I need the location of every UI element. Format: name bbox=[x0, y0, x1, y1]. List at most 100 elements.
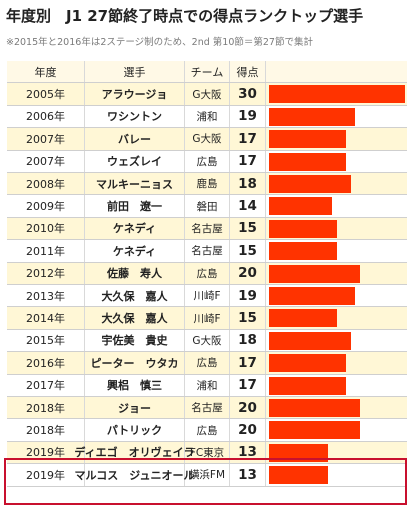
table-row: 2010年 ケネディ 名古屋 15 bbox=[7, 217, 407, 241]
year-cell: 2012年 bbox=[7, 262, 85, 284]
year-cell: 2009年 bbox=[7, 195, 85, 217]
header-year: 年度 bbox=[7, 61, 85, 83]
goals-bar bbox=[269, 466, 328, 485]
goals-bar bbox=[269, 219, 337, 238]
year-cell: 2019年 bbox=[7, 441, 85, 464]
team-cell: 広島 bbox=[185, 419, 230, 441]
ranking-table: 年度 選手 チーム 得点 2005年 アラウージョ G大阪 30 2006年 ワシントン浦… bbox=[7, 61, 407, 506]
goals-bar bbox=[269, 443, 328, 462]
team-cell: 広島 bbox=[185, 262, 230, 284]
year-cell: 2006年 bbox=[7, 105, 85, 128]
goals-bar bbox=[269, 287, 356, 305]
year-cell: 2007年 bbox=[7, 150, 85, 172]
goals-bar bbox=[269, 242, 337, 261]
table-row: 2016年 ピーター ウタカ 広島 17 bbox=[7, 352, 407, 375]
team-cell: 鹿島 bbox=[185, 173, 230, 195]
player-cell: 前田 遼一 bbox=[85, 195, 185, 217]
team-cell: 広島 bbox=[185, 150, 230, 172]
team-cell: 名古屋 bbox=[185, 240, 230, 262]
goals-bar bbox=[269, 421, 360, 440]
goals-cell: 19 bbox=[230, 285, 266, 307]
player-cell: ケネディ bbox=[85, 217, 185, 240]
table-row: 2007年 バレー G大阪 17 bbox=[7, 128, 407, 151]
year-cell: 2017年 bbox=[7, 374, 85, 396]
year-cell: 2018年 bbox=[7, 419, 85, 441]
goals-cell: 15 bbox=[230, 217, 266, 240]
player-cell: マルコス ジュニオール bbox=[75, 464, 195, 486]
goals-cell: 17 bbox=[230, 352, 266, 374]
goals-cell: 30 bbox=[230, 83, 266, 105]
player-cell: ケネディ bbox=[85, 240, 185, 262]
year-cell: 2007年 bbox=[7, 128, 85, 150]
goals-cell: 15 bbox=[230, 240, 266, 262]
player-cell: マルキーニョス bbox=[85, 173, 185, 195]
goals-bar bbox=[269, 354, 347, 373]
goals-cell: 20 bbox=[230, 262, 266, 284]
goals-bar bbox=[269, 152, 347, 171]
year-cell: 2010年 bbox=[7, 217, 85, 240]
year-cell: 2018年 bbox=[7, 397, 85, 419]
table-row: 2008年 マルキーニョス 鹿島 18 bbox=[7, 173, 407, 196]
table-row: 2017年 興梠 慎三 浦和 17 bbox=[7, 374, 407, 397]
table-row: 2015年 宇佐美 貴史 G大阪 18 bbox=[7, 329, 407, 353]
goals-cell: 19 bbox=[230, 105, 266, 128]
player-cell: 大久保 嘉人 bbox=[85, 307, 185, 329]
team-cell: 浦和 bbox=[185, 105, 230, 128]
year-cell: 2016年 bbox=[7, 352, 85, 374]
team-cell: G大阪 bbox=[185, 128, 230, 150]
table-row: 2014年 大久保 嘉人 川崎F 15 bbox=[7, 307, 407, 330]
team-cell: 名古屋 bbox=[185, 397, 230, 419]
table-row: 2013年 大久保 嘉人 川崎F 19 bbox=[7, 285, 407, 308]
goals-cell: 15 bbox=[230, 307, 266, 329]
table-row: 2007年 ウェズレイ 広島 17 bbox=[7, 150, 407, 173]
year-cell: 2014年 bbox=[7, 307, 85, 329]
player-cell: 大久保 嘉人 bbox=[85, 285, 185, 307]
player-cell: 佐藤 寿人 bbox=[85, 262, 185, 284]
goals-cell: 17 bbox=[230, 150, 266, 172]
player-cell: 宇佐美 貴史 bbox=[85, 329, 185, 352]
goals-cell: 17 bbox=[230, 374, 266, 396]
goals-bar bbox=[269, 197, 333, 216]
table-row: 2019年 マルコス ジュニオール 横浜FM 13 bbox=[7, 464, 407, 487]
goals-bar bbox=[269, 130, 347, 149]
table-row: 2018年 パトリック 広島 20 bbox=[7, 419, 407, 442]
team-cell: 横浜FM bbox=[185, 464, 230, 486]
team-cell: G大阪 bbox=[185, 329, 230, 352]
team-cell: 磐田 bbox=[185, 195, 230, 217]
goals-bar bbox=[269, 107, 356, 126]
player-cell: ディエゴ オリヴェイラ bbox=[74, 441, 195, 464]
year-cell: 2013年 bbox=[7, 285, 85, 307]
goals-bar bbox=[269, 175, 351, 193]
goals-cell: 18 bbox=[230, 173, 266, 195]
player-cell: ワシントン bbox=[85, 105, 185, 128]
player-cell: ジョー bbox=[85, 397, 185, 419]
page-title: 年度別 J1 27節終了時点での得点ランクトップ選手 bbox=[6, 7, 364, 25]
goals-cell: 13 bbox=[230, 441, 266, 464]
table-row: 2009年 前田 遼一 磐田 14 bbox=[7, 195, 407, 218]
player-cell: パトリック bbox=[85, 419, 185, 441]
table-row: 2011年 ケネディ 名古屋 15 bbox=[7, 240, 407, 263]
player-cell: ウェズレイ bbox=[85, 150, 185, 172]
year-cell: 2019年 bbox=[7, 464, 85, 486]
team-cell: 広島 bbox=[185, 352, 230, 374]
header-goals: 得点 bbox=[230, 61, 266, 83]
table-row: 2018年 ジョー 名古屋 20 bbox=[7, 397, 407, 420]
year-cell: 2008年 bbox=[7, 173, 85, 195]
table-row: 2005年 アラウージョ G大阪 30 bbox=[7, 83, 407, 106]
header-team: チーム bbox=[185, 61, 230, 83]
goals-cell: 18 bbox=[230, 329, 266, 352]
footnote: ※2015年と2016年は2ステージ制のため、2nd 第10節＝第27節で集計 bbox=[6, 37, 313, 48]
goals-cell: 14 bbox=[230, 195, 266, 217]
player-cell: 興梠 慎三 bbox=[85, 374, 185, 396]
team-cell: 名古屋 bbox=[185, 217, 230, 240]
goals-cell: 20 bbox=[230, 419, 266, 441]
goals-cell: 13 bbox=[230, 464, 266, 486]
goals-bar bbox=[269, 85, 405, 104]
team-cell: FC東京 bbox=[185, 441, 230, 464]
player-cell: ピーター ウタカ bbox=[85, 352, 185, 374]
goals-bar bbox=[269, 376, 347, 395]
goals-cell: 17 bbox=[230, 128, 266, 150]
year-cell: 2005年 bbox=[7, 83, 85, 105]
year-cell: 2011年 bbox=[7, 240, 85, 262]
table-row: 2012年 佐藤 寿人 広島 20 bbox=[7, 262, 407, 285]
